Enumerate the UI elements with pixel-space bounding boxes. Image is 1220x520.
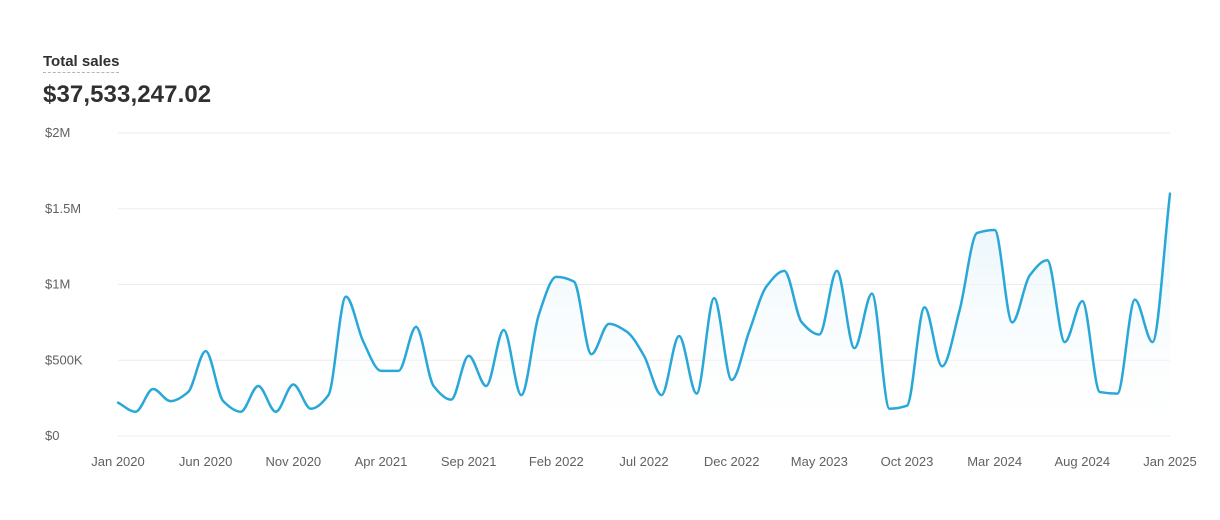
sales-area-fill	[118, 193, 1170, 436]
x-tick-label: Jun 2020	[179, 454, 233, 469]
x-tick-label: Mar 2024	[967, 454, 1022, 469]
data-point-dec-2022[interactable]	[728, 376, 736, 384]
data-point-dec-2020[interactable]	[307, 405, 315, 413]
data-point-mar-2023[interactable]	[780, 267, 788, 275]
metric-value: $37,533,247.02	[43, 81, 212, 108]
data-point-sep-2020[interactable]	[254, 382, 262, 390]
x-tick-label: Aug 2024	[1054, 454, 1110, 469]
x-tick-label: Apr 2021	[355, 454, 408, 469]
data-point-may-2020[interactable]	[184, 388, 192, 396]
data-point-jul-2023[interactable]	[850, 344, 858, 352]
data-point-apr-2024[interactable]	[1008, 318, 1016, 326]
data-point-feb-2024[interactable]	[973, 229, 981, 237]
data-point-jan-2023[interactable]	[745, 327, 753, 335]
data-point-apr-2022[interactable]	[587, 350, 595, 358]
data-point-jan-2024[interactable]	[956, 306, 964, 314]
data-point-dec-2024[interactable]	[1148, 338, 1156, 346]
data-point-aug-2020[interactable]	[237, 408, 245, 416]
y-tick-label: $500K	[45, 352, 83, 367]
data-point-sep-2021[interactable]	[465, 352, 473, 360]
data-point-apr-2021[interactable]	[377, 367, 385, 375]
data-point-nov-2022[interactable]	[710, 294, 718, 302]
data-point-jan-2021[interactable]	[324, 391, 332, 399]
x-tick-label: Jan 2025	[1143, 454, 1197, 469]
data-point-jul-2021[interactable]	[430, 382, 438, 390]
x-tick-label: Sep 2021	[441, 454, 497, 469]
data-point-jun-2023[interactable]	[833, 267, 841, 275]
data-point-feb-2020[interactable]	[132, 408, 140, 416]
data-point-nov-2021[interactable]	[500, 326, 508, 334]
x-tick-label: Oct 2023	[881, 454, 934, 469]
y-axis: $0 $500K $1M $1.5M $2M	[45, 125, 83, 443]
data-point-aug-2021[interactable]	[447, 396, 455, 404]
x-tick-label: Jul 2022	[619, 454, 668, 469]
metric-title[interactable]: Total sales	[43, 53, 120, 73]
data-point-jun-2020[interactable]	[202, 347, 210, 355]
y-tick-label: $0	[45, 428, 59, 443]
data-point-nov-2020[interactable]	[289, 380, 297, 388]
data-point-feb-2022[interactable]	[552, 273, 560, 281]
sales-series-line[interactable]	[116, 192, 1172, 414]
data-point-jan-2025[interactable]	[1166, 190, 1174, 198]
data-point-aug-2024[interactable]	[1078, 297, 1086, 305]
y-tick-label: $1.5M	[45, 201, 81, 216]
data-point-apr-2023[interactable]	[798, 318, 806, 326]
x-tick-label: Dec 2022	[704, 454, 760, 469]
data-point-sep-2022[interactable]	[675, 332, 683, 340]
data-point-feb-2023[interactable]	[763, 282, 771, 290]
data-point-sep-2024[interactable]	[1096, 388, 1104, 396]
data-point-mar-2022[interactable]	[570, 277, 578, 285]
data-point-dec-2021[interactable]	[517, 391, 525, 399]
data-point-feb-2021[interactable]	[342, 293, 350, 301]
data-point-mar-2024[interactable]	[991, 226, 999, 234]
data-point-oct-2024[interactable]	[1113, 390, 1121, 398]
data-point-sep-2023[interactable]	[885, 405, 893, 413]
data-point-oct-2022[interactable]	[693, 390, 701, 398]
x-tick-label: Jan 2020	[91, 454, 145, 469]
data-point-jun-2021[interactable]	[412, 323, 420, 331]
data-point-nov-2024[interactable]	[1131, 296, 1139, 304]
data-point-jul-2024[interactable]	[1061, 338, 1069, 346]
data-point-oct-2023[interactable]	[903, 402, 911, 410]
data-point-aug-2023[interactable]	[868, 290, 876, 298]
data-point-may-2023[interactable]	[815, 330, 823, 338]
data-point-may-2024[interactable]	[1026, 271, 1034, 279]
data-point-may-2021[interactable]	[395, 367, 403, 375]
y-tick-label: $2M	[45, 125, 70, 140]
data-point-jul-2020[interactable]	[219, 397, 227, 405]
data-point-mar-2021[interactable]	[359, 338, 367, 346]
data-point-nov-2023[interactable]	[921, 303, 929, 311]
data-point-aug-2022[interactable]	[658, 391, 666, 399]
x-tick-label: Feb 2022	[529, 454, 584, 469]
data-point-jan-2020[interactable]	[114, 399, 122, 407]
y-tick-label: $1M	[45, 277, 70, 292]
x-tick-label: May 2023	[791, 454, 848, 469]
data-point-jun-2024[interactable]	[1043, 256, 1051, 264]
data-point-mar-2020[interactable]	[149, 385, 157, 393]
data-point-dec-2023[interactable]	[938, 362, 946, 370]
data-point-jun-2022[interactable]	[622, 327, 630, 335]
x-tick-label: Nov 2020	[266, 454, 322, 469]
data-point-jul-2022[interactable]	[640, 352, 648, 360]
data-point-oct-2021[interactable]	[482, 382, 490, 390]
data-point-jan-2022[interactable]	[535, 311, 543, 319]
data-point-apr-2020[interactable]	[167, 397, 175, 405]
data-point-may-2022[interactable]	[605, 320, 613, 328]
data-point-oct-2020[interactable]	[272, 408, 280, 416]
x-axis: Jan 2020 Jun 2020 Nov 2020 Apr 2021 Sep 2021…	[91, 454, 1197, 469]
